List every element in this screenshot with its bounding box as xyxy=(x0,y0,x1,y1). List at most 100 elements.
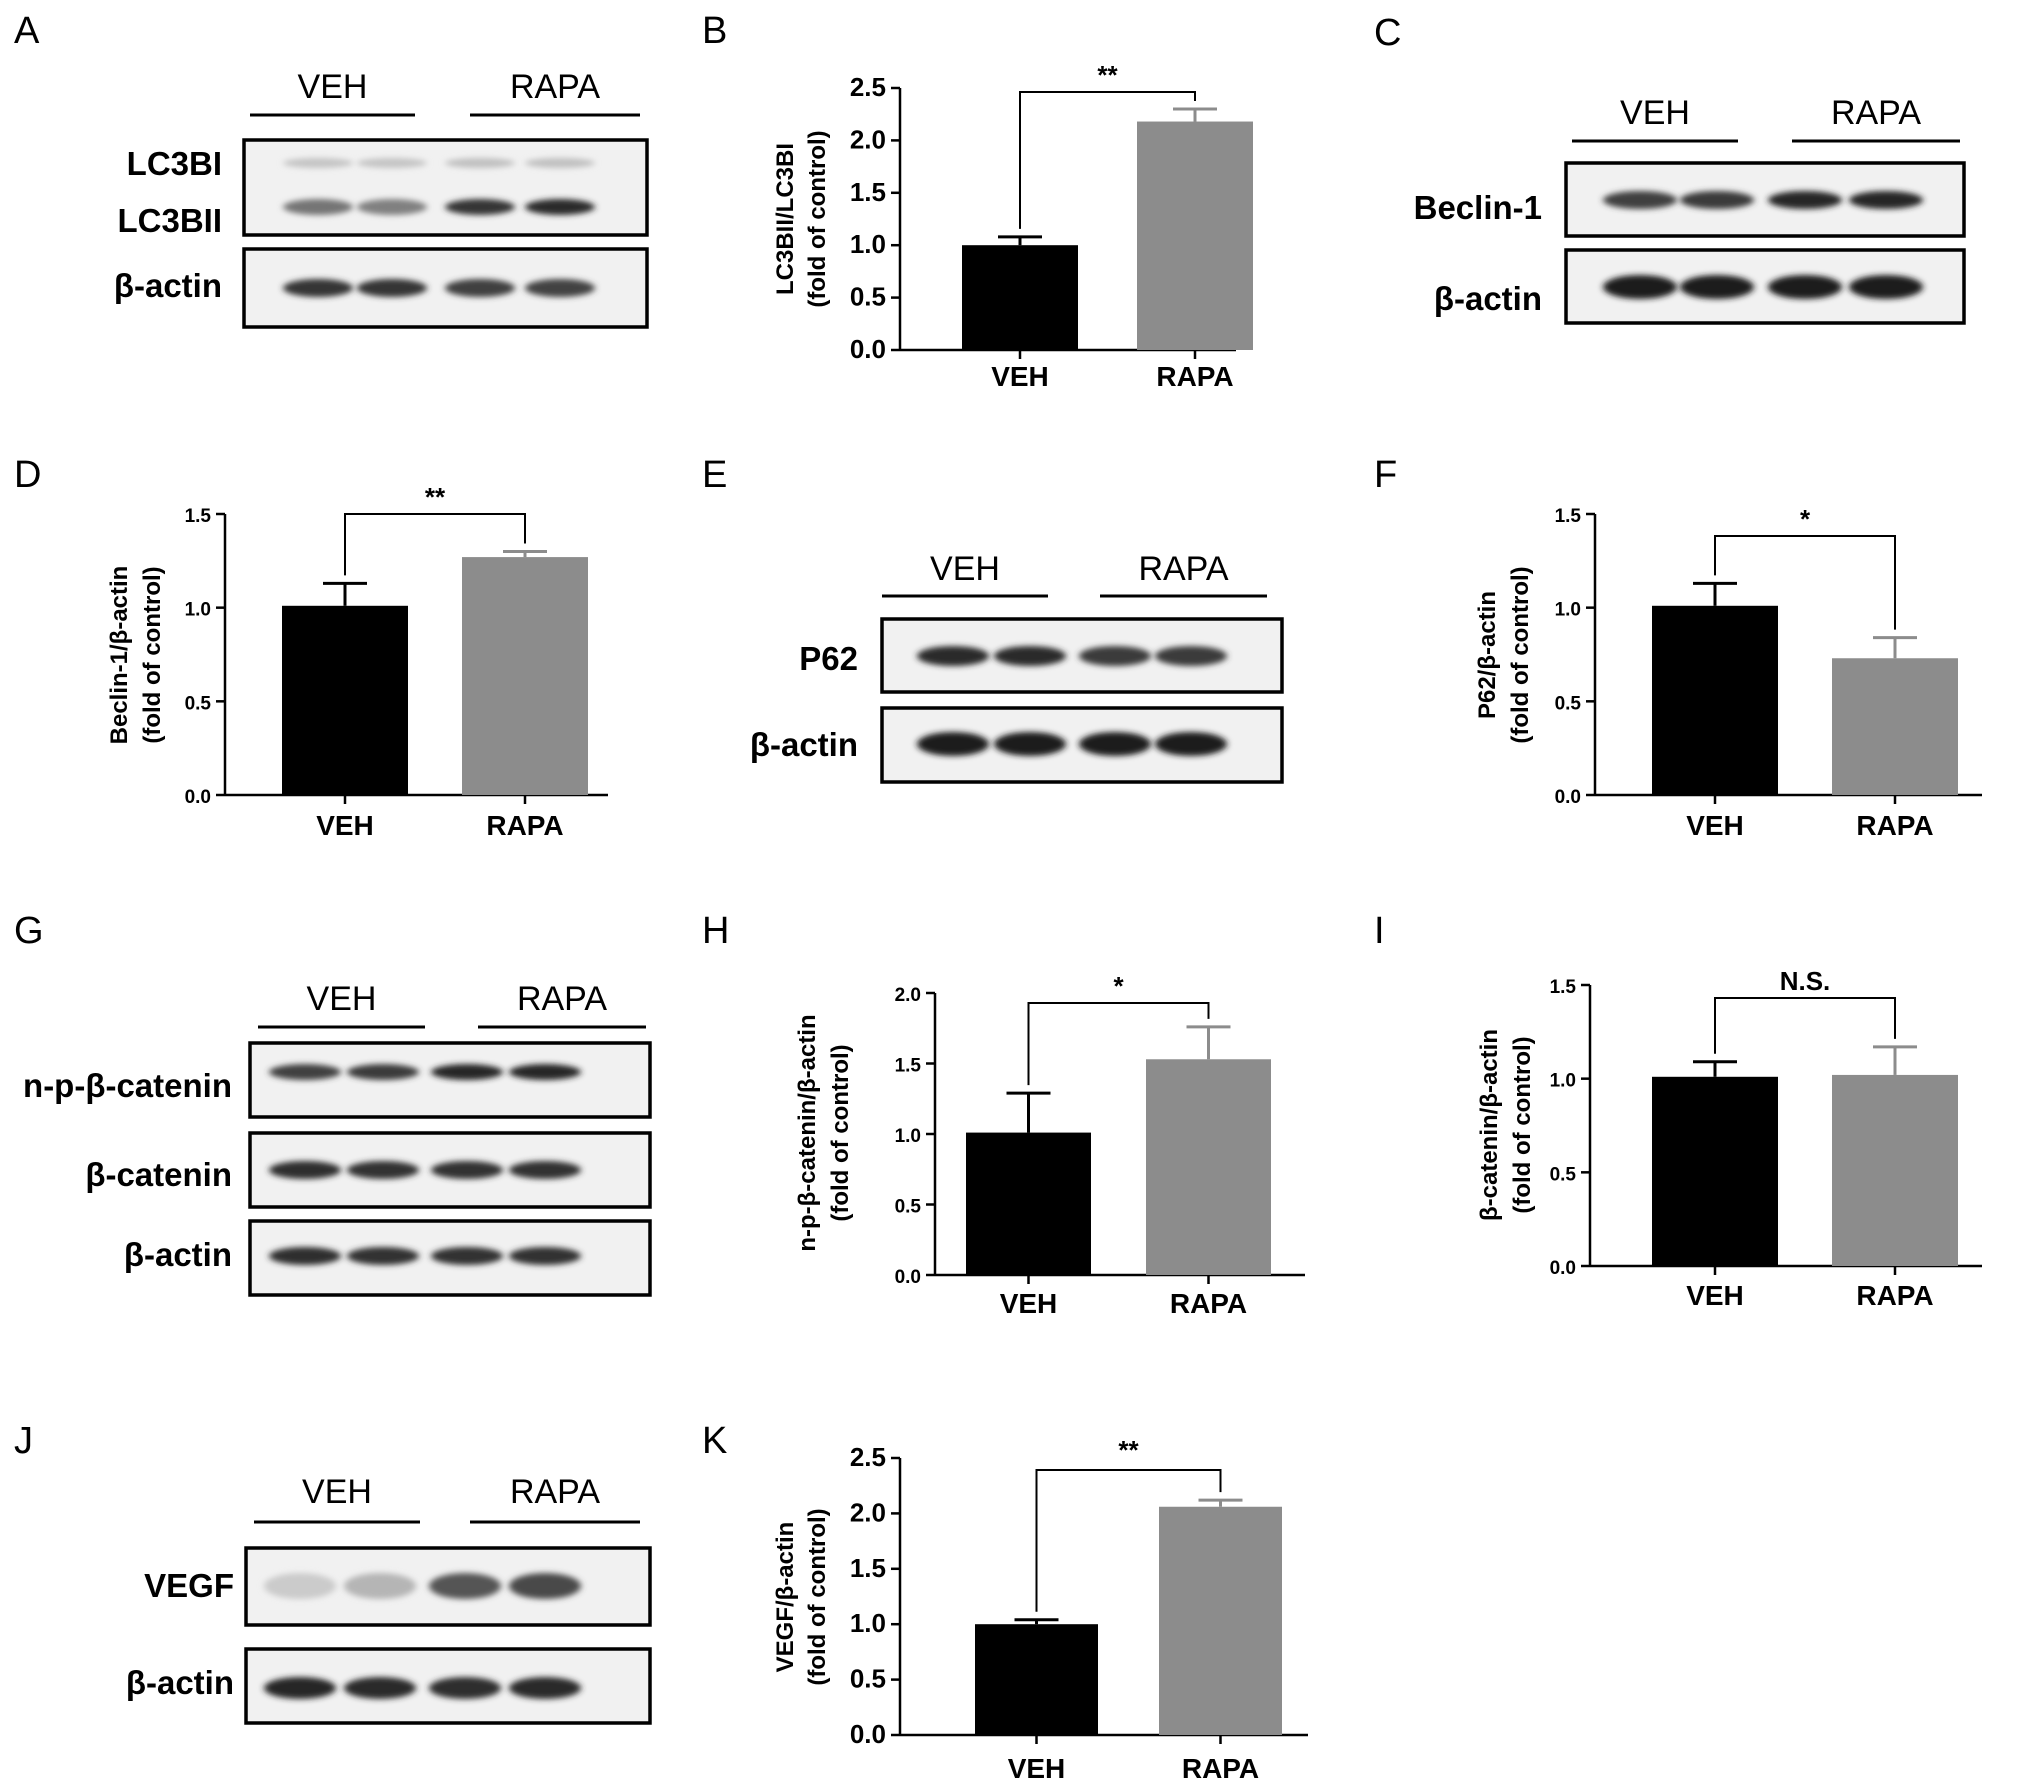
blot-row-label: β-actin xyxy=(750,726,858,763)
bar-rapa xyxy=(1137,121,1253,350)
blot-band xyxy=(1680,275,1754,299)
x-tick-label: RAPA xyxy=(486,810,563,841)
blot-band xyxy=(445,199,515,215)
bar-chart-k: 0.0 0.5 1.0 1.5 2.0 2.5 VEH RAPA ** VEGF/β-actin(… xyxy=(772,1435,1308,1784)
y-tick-label: 0.5 xyxy=(1550,1164,1577,1185)
y-axis-label: β-catenin/β-actin xyxy=(1476,1029,1503,1221)
y-tick-label: 0.0 xyxy=(850,1719,886,1749)
panel-letter-d: D xyxy=(14,454,42,496)
bar-chart-i: 0.0 0.5 1.0 1.5 VEH RAPA N.S. β-catenin/β-actin… xyxy=(1476,966,1982,1311)
significance-marker: ** xyxy=(1118,1435,1139,1465)
y-tick-label: 1.5 xyxy=(185,506,212,527)
blots-layer: VEH RAPA LC3BI LC3BII β-actin VEH RAPA Beclin-1… xyxy=(23,68,1966,1725)
blot-band xyxy=(347,1064,419,1080)
y-tick-label: 0.0 xyxy=(895,1267,921,1288)
significance-bracket xyxy=(1714,997,1896,1054)
blot-row-label: β-actin xyxy=(1434,280,1542,317)
blot-band xyxy=(1079,732,1151,756)
significance-marker: ** xyxy=(1097,60,1118,90)
blot-band xyxy=(357,199,427,215)
y-tick-label: 1.0 xyxy=(185,600,211,621)
blot-row-label: β-actin xyxy=(114,267,222,304)
y-tick-label: 0.0 xyxy=(850,334,886,364)
x-tick-label: VEH xyxy=(1686,810,1744,841)
western-blot-c: VEH RAPA Beclin-1 β-actin xyxy=(1414,94,1966,325)
y-axis-label: VEGF/β-actin xyxy=(772,1522,799,1673)
blot-band xyxy=(344,1573,416,1599)
blot-membrane-box xyxy=(242,138,649,237)
significance-bracket xyxy=(1019,91,1196,229)
blot-membrane-box xyxy=(248,1041,652,1119)
blot-band xyxy=(525,199,595,215)
panel-letter-c: C xyxy=(1374,12,1402,54)
blot-band xyxy=(269,1247,341,1265)
blot-band xyxy=(1155,646,1227,666)
blot-band xyxy=(509,1573,581,1599)
y-tick-label: 1.5 xyxy=(895,1056,922,1077)
blot-band xyxy=(283,158,353,168)
y-tick-label: 1.0 xyxy=(850,229,886,259)
x-tick-label: RAPA xyxy=(1170,1288,1247,1319)
y-tick-label: 0.5 xyxy=(850,282,886,312)
blot-row-label: n-p-β-catenin xyxy=(23,1067,232,1104)
y-axis-label: n-p-β-catenin/β-actin xyxy=(794,1014,821,1251)
y-tick-label: 0.5 xyxy=(1555,693,1582,714)
blot-band xyxy=(283,199,353,215)
y-tick-label: 0.0 xyxy=(1555,787,1581,808)
blot-band xyxy=(509,1064,581,1080)
y-tick-label: 1.5 xyxy=(1555,506,1582,527)
blot-group-label-rapa: RAPA xyxy=(510,68,600,106)
blot-band xyxy=(264,1677,336,1699)
bar-rapa xyxy=(462,557,588,795)
panel-letter-e: E xyxy=(702,454,728,496)
bar-rapa xyxy=(1159,1506,1282,1735)
significance-bracket xyxy=(1027,1002,1210,1086)
significance-marker: * xyxy=(1113,971,1124,1001)
y-tick-label: 1.5 xyxy=(850,1553,886,1583)
blot-band xyxy=(357,158,427,168)
blot-band xyxy=(1849,275,1923,299)
western-blot-g: VEH RAPA n-p-β-catenin β-catenin β-actin xyxy=(23,980,652,1297)
blot-band xyxy=(344,1677,416,1699)
panel-letter-g: G xyxy=(14,910,44,952)
panel-letter-f: F xyxy=(1374,454,1398,496)
x-tick-label: VEH xyxy=(316,810,374,841)
blot-group-label-rapa: RAPA xyxy=(517,980,607,1018)
blot-band xyxy=(1079,646,1151,666)
blot-band xyxy=(509,1677,581,1699)
blot-band xyxy=(1768,275,1842,299)
y-axis-label: Beclin-1/β-actin xyxy=(106,566,133,745)
blot-band xyxy=(525,158,595,168)
x-tick-label: VEH xyxy=(1008,1753,1066,1784)
y-tick-label: 0.0 xyxy=(1550,1258,1576,1279)
y-axis-label: (fold of control) xyxy=(1509,1036,1536,1213)
blot-row-label: β-actin xyxy=(124,1236,232,1273)
blot-band xyxy=(917,732,989,756)
y-tick-label: 0.5 xyxy=(850,1664,886,1694)
significance-bracket xyxy=(344,513,526,576)
x-tick-label: VEH xyxy=(1000,1288,1058,1319)
significance-marker: N.S. xyxy=(1780,966,1831,996)
blot-group-label-rapa: RAPA xyxy=(1831,94,1921,132)
blot-row-label: β-catenin xyxy=(85,1156,232,1193)
blot-band xyxy=(994,732,1066,756)
blot-band xyxy=(431,1247,503,1265)
y-tick-label: 0.5 xyxy=(895,1197,922,1218)
blot-band xyxy=(509,1247,581,1265)
blot-band xyxy=(1603,275,1677,299)
bar-veh xyxy=(1652,605,1778,795)
western-blot-e: VEH RAPA P62 β-actin xyxy=(750,550,1284,784)
blot-group-label-veh: VEH xyxy=(930,550,1000,588)
blot-band xyxy=(269,1161,341,1179)
y-tick-label: 2.5 xyxy=(850,1442,886,1472)
blot-band xyxy=(1849,191,1923,209)
bar-chart-h: 0.0 0.5 1.0 1.5 2.0 VEH RAPA * n-p-β-catenin/β-a… xyxy=(794,971,1305,1319)
y-tick-label: 1.0 xyxy=(895,1126,921,1147)
significance-marker: * xyxy=(1800,504,1811,534)
panel-letter-k: K xyxy=(702,1420,728,1462)
blot-group-label-rapa: RAPA xyxy=(510,1473,600,1511)
blot-group-label-veh: VEH xyxy=(307,980,377,1018)
bar-chart-f: 0.0 0.5 1.0 1.5 VEH RAPA * P62/β-actin (fold of … xyxy=(1474,504,1982,841)
blot-row-label: VEGF xyxy=(144,1567,234,1604)
